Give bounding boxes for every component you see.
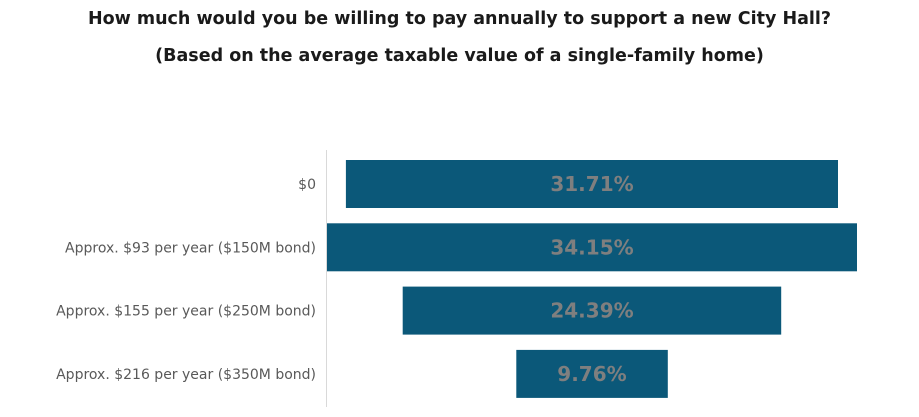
bar-0 — [345, 160, 838, 208]
category-label-3: Approx. $216 per year ($350M bond) — [56, 367, 316, 383]
bar-1 — [327, 223, 857, 272]
category-label-0: $0 — [298, 177, 316, 193]
data-label-3: 9.76% — [557, 362, 626, 386]
chart-title: How much would you be willing to pay ann… — [87, 9, 832, 29]
category-label-2: Approx. $155 per year ($250M bond) — [56, 304, 316, 320]
category-label-1: Approx. $93 per year ($150M bond) — [65, 240, 316, 256]
data-label-1: 34.15% — [550, 235, 633, 259]
data-label-0: 31.71% — [550, 172, 633, 196]
bar-3 — [516, 349, 668, 398]
data-label-2: 24.39% — [550, 299, 633, 323]
bar-2 — [402, 286, 782, 335]
chart-subtitle: (Based on the average taxable value of a… — [155, 46, 764, 66]
